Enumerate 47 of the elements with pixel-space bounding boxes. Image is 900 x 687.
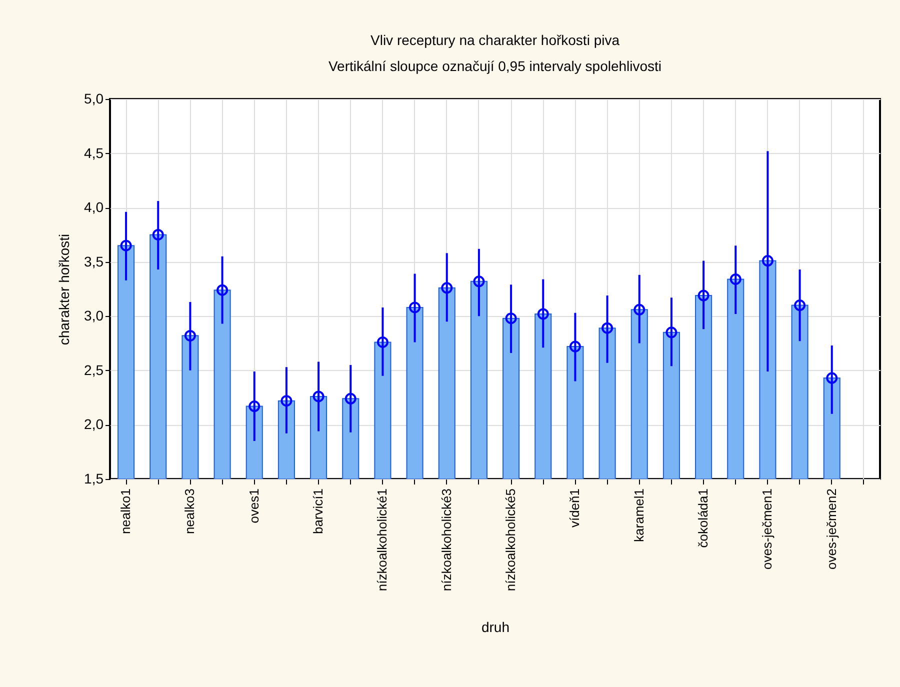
y-axis-title: charakter hořkosti	[56, 234, 72, 346]
y-tick-label: 4,0	[84, 199, 104, 216]
point	[120, 240, 132, 252]
point	[441, 282, 453, 294]
point	[184, 330, 196, 342]
point	[505, 312, 517, 324]
x-tick-label: nealko1	[118, 488, 134, 534]
x-tick-label: nealko3	[182, 488, 198, 534]
point	[826, 372, 838, 384]
point	[569, 340, 581, 352]
point	[344, 392, 356, 404]
point	[409, 302, 421, 314]
x-axis-title: druh	[481, 619, 510, 636]
point	[602, 322, 614, 334]
y-tick-label: 2,0	[84, 416, 104, 432]
point	[634, 304, 646, 316]
x-tick-label: oves1	[246, 488, 262, 524]
point	[248, 400, 260, 412]
point	[376, 336, 388, 348]
y-tick-label: 5,0	[84, 90, 104, 106]
point	[794, 300, 806, 312]
x-tick-label: vídeň1	[567, 488, 582, 528]
x-tick-label: oves-ječmen1	[760, 488, 775, 570]
y-tick-label: 4,5	[84, 144, 104, 161]
y-tick-label: 1,5	[84, 470, 104, 486]
point	[312, 390, 324, 402]
x-tick-label: barvicí1	[310, 488, 326, 534]
y-tick-label: 2,5	[84, 362, 104, 378]
y-tick-label: 3,0	[84, 308, 104, 324]
point	[280, 395, 292, 407]
x-tick-label: nízkoalkoholické5	[503, 488, 518, 592]
point	[666, 326, 678, 338]
point	[730, 273, 742, 285]
x-tick-label: nízkoalkoholické3	[438, 488, 454, 592]
point	[762, 255, 774, 267]
point	[473, 276, 485, 288]
x-tick-label: oves-ječmen2	[824, 488, 839, 570]
point	[698, 290, 710, 302]
point	[152, 228, 164, 240]
x-tick-label: nízkoalkoholické1	[374, 488, 390, 592]
point	[537, 308, 549, 320]
y-tick-label: 3,5	[84, 253, 104, 270]
chart-title: Vliv receptury na charakter hořkosti piva	[370, 32, 620, 48]
x-tick-label: čokoláda1	[696, 488, 711, 548]
x-tick-label: karamel1	[631, 488, 646, 542]
chart-subtitle: Vertikální sloupce označují 0,95 intervaly spolehlivosti	[328, 58, 662, 74]
point	[216, 284, 228, 296]
